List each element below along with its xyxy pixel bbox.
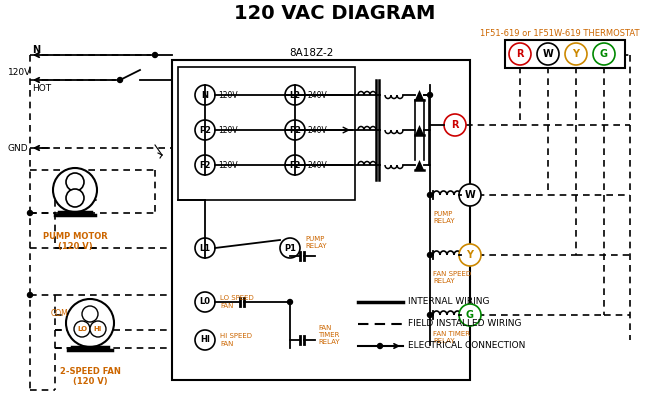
Polygon shape: [415, 125, 424, 135]
Circle shape: [117, 78, 123, 83]
Text: COM: COM: [50, 310, 68, 318]
Text: G: G: [600, 49, 608, 59]
Circle shape: [459, 304, 481, 326]
Circle shape: [74, 321, 90, 337]
Text: Y: Y: [572, 49, 580, 59]
Circle shape: [537, 43, 559, 65]
Text: L0: L0: [200, 297, 210, 307]
Circle shape: [27, 292, 33, 297]
Circle shape: [459, 244, 481, 266]
Circle shape: [427, 93, 433, 98]
Circle shape: [565, 43, 587, 65]
Text: 2-SPEED FAN
(120 V): 2-SPEED FAN (120 V): [60, 367, 121, 386]
Bar: [172, 60, 470, 380]
Text: G: G: [466, 310, 474, 320]
Circle shape: [377, 344, 383, 349]
Text: HI SPEED
FAN: HI SPEED FAN: [220, 334, 252, 347]
Text: LO: LO: [77, 326, 87, 332]
Circle shape: [444, 114, 466, 136]
Text: N: N: [202, 91, 208, 99]
Circle shape: [27, 210, 33, 215]
Text: L1: L1: [200, 243, 210, 253]
Bar: [178, 67, 355, 200]
Text: PUMP MOTOR
(120 V): PUMP MOTOR (120 V): [43, 232, 107, 251]
Text: 120V: 120V: [8, 67, 31, 77]
Circle shape: [82, 306, 98, 322]
Text: FIELD INSTALLED WIRING: FIELD INSTALLED WIRING: [408, 320, 521, 328]
Text: GND: GND: [8, 143, 29, 153]
Circle shape: [195, 238, 215, 258]
Circle shape: [90, 321, 106, 337]
Text: W: W: [464, 190, 476, 200]
Text: FAN TIMER
RELAY: FAN TIMER RELAY: [433, 331, 470, 344]
Text: P2: P2: [199, 126, 211, 134]
Circle shape: [287, 300, 293, 305]
Text: HOT: HOT: [32, 83, 51, 93]
Circle shape: [593, 43, 615, 65]
Text: 120V: 120V: [218, 126, 238, 134]
Text: R: R: [517, 49, 524, 59]
Circle shape: [195, 155, 215, 175]
Circle shape: [509, 43, 531, 65]
Circle shape: [153, 52, 157, 57]
Circle shape: [285, 85, 305, 105]
Circle shape: [427, 313, 433, 318]
Text: PUMP
RELAY: PUMP RELAY: [433, 211, 455, 224]
Circle shape: [427, 192, 433, 197]
Text: W: W: [543, 49, 553, 59]
Text: F2: F2: [199, 160, 211, 170]
Text: 120V: 120V: [218, 160, 238, 170]
Polygon shape: [415, 160, 424, 170]
Text: P2: P2: [289, 126, 301, 134]
Text: 120V: 120V: [218, 91, 238, 99]
Text: HI: HI: [200, 336, 210, 344]
Text: N: N: [32, 45, 40, 55]
Circle shape: [459, 184, 481, 206]
Circle shape: [195, 292, 215, 312]
Text: 120 VAC DIAGRAM: 120 VAC DIAGRAM: [234, 3, 436, 23]
Circle shape: [66, 189, 84, 207]
Text: HI: HI: [94, 326, 102, 332]
Circle shape: [53, 168, 97, 212]
Text: 240V: 240V: [308, 91, 328, 99]
Text: Y: Y: [466, 250, 474, 260]
Circle shape: [285, 120, 305, 140]
Circle shape: [66, 299, 114, 347]
Text: 240V: 240V: [308, 126, 328, 134]
Text: F2: F2: [289, 160, 301, 170]
Polygon shape: [415, 90, 424, 100]
Circle shape: [66, 173, 84, 191]
Text: P1: P1: [284, 243, 296, 253]
Text: R: R: [452, 120, 459, 130]
Text: FAN SPEED
RELAY: FAN SPEED RELAY: [433, 271, 471, 284]
Circle shape: [195, 120, 215, 140]
Text: LO SPEED
FAN: LO SPEED FAN: [220, 295, 254, 308]
Circle shape: [280, 238, 300, 258]
Text: FAN
TIMER
RELAY: FAN TIMER RELAY: [318, 325, 340, 345]
Circle shape: [285, 155, 305, 175]
Text: 240V: 240V: [308, 160, 328, 170]
Circle shape: [195, 330, 215, 350]
Bar: [505, 40, 625, 68]
Text: INTERNAL WIRING: INTERNAL WIRING: [408, 297, 490, 307]
Text: 1F51-619 or 1F51W-619 THERMOSTAT: 1F51-619 or 1F51W-619 THERMOSTAT: [480, 28, 640, 37]
Text: 8A18Z-2: 8A18Z-2: [289, 48, 333, 58]
Text: L2: L2: [289, 91, 301, 99]
Circle shape: [427, 253, 433, 258]
Circle shape: [195, 85, 215, 105]
Text: ELECTRICAL CONNECTION: ELECTRICAL CONNECTION: [408, 341, 525, 351]
Text: PUMP
RELAY: PUMP RELAY: [305, 235, 327, 248]
